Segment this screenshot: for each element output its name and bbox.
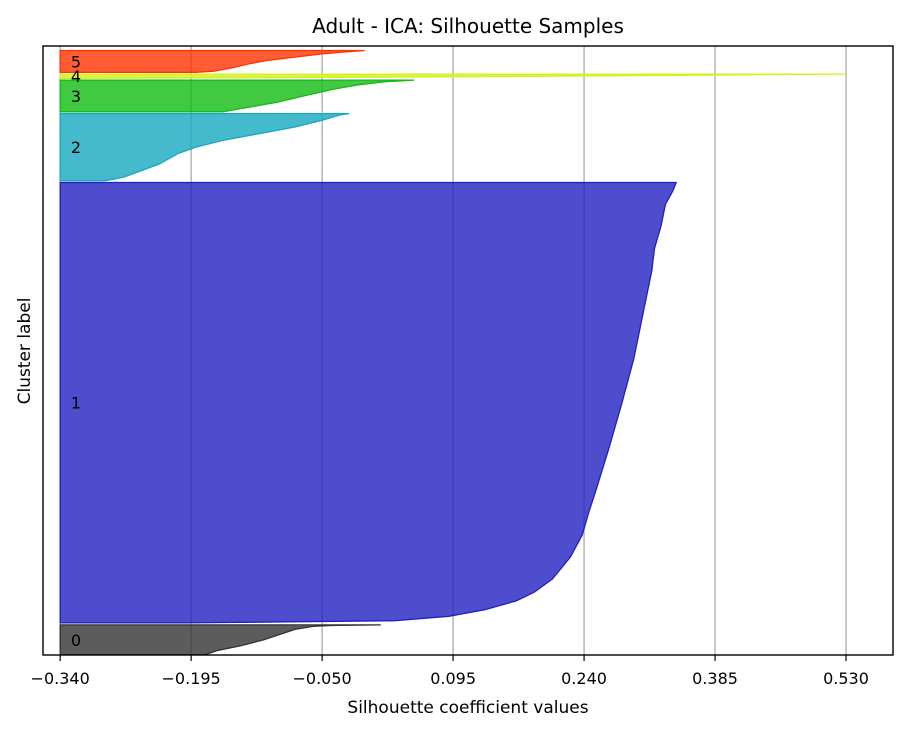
cluster-label-0: 0 xyxy=(71,631,81,650)
x-tick-label: −0.340 xyxy=(31,669,90,688)
cluster-label-5: 5 xyxy=(71,52,81,71)
cluster-1-area xyxy=(59,181,678,624)
cluster-tick-labels: 0 1 2 345 xyxy=(71,52,81,649)
cluster-areas xyxy=(59,49,847,656)
x-tick-label: 0.240 xyxy=(561,669,607,688)
chart-title: Adult - ICA: Silhouette Samples xyxy=(312,14,624,38)
cluster-label-2: 2 xyxy=(71,138,81,157)
x-tick-label: −0.195 xyxy=(162,669,221,688)
cluster-0-area xyxy=(59,624,381,656)
cluster-label-4: 4 xyxy=(71,67,81,86)
cluster-2-area xyxy=(59,112,350,182)
x-tick-label: −0.050 xyxy=(293,669,352,688)
cluster-3-area xyxy=(59,79,415,113)
plot-frame xyxy=(42,45,894,656)
cluster-label-3: 3 xyxy=(71,87,81,106)
x-axis-ticks: −0.340 −0.195 −0.050 0.095 0.240 0.385 0.530 xyxy=(31,655,869,688)
cluster-4-area xyxy=(59,73,847,79)
x-axis-label: Silhouette coefficient values xyxy=(347,698,588,718)
x-tick-label: 0.530 xyxy=(823,669,869,688)
y-axis-label: Cluster label xyxy=(15,298,35,405)
cluster-label-1: 1 xyxy=(71,394,81,413)
cluster-5-area xyxy=(59,49,365,73)
x-tick-label: 0.385 xyxy=(692,669,738,688)
x-tick-label: 0.095 xyxy=(430,669,476,688)
